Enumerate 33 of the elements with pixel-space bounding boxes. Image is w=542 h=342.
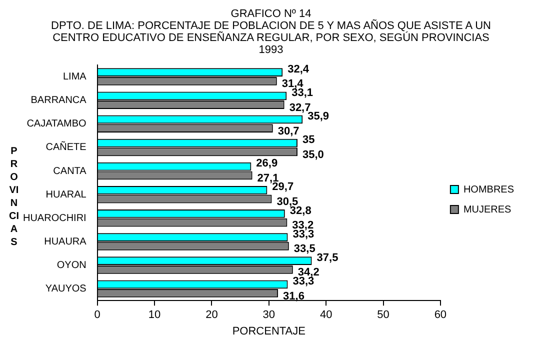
y-tick-label: HUARAL (46, 189, 87, 200)
data-label: 35,0 (302, 148, 324, 161)
y-axis-title: PROVINCIAS (8, 145, 20, 249)
data-label: 32,8 (290, 204, 312, 217)
x-tick-label: 60 (434, 309, 447, 322)
y-tick-label: BARRANCA (30, 95, 87, 106)
y-tick-label: OYON (56, 260, 86, 272)
x-tick-label: 50 (377, 309, 390, 322)
data-label: 26,9 (256, 158, 278, 170)
data-label: 30,7 (278, 125, 300, 138)
x-tick-label: 10 (148, 309, 161, 322)
y-tick-label: LIMA (62, 72, 87, 83)
x-tick-label: 40 (320, 309, 332, 322)
x-axis-title: PORCENTAJE (232, 325, 306, 338)
chart-subtitle: DPTO. DE LIMA: PORCENTAJE DE POBLACION DE 5 Y MAS AÑOS QUE ASISTE A UN CENTRO EDUCATIVO DE ENSEÑANZA REGULAR, POR SEXO, SEGÚN PROVINCIAS 1993 (50, 20, 492, 56)
y-tick-label: CAÑETE (46, 141, 87, 154)
y-tick-label: HUAROCHIRI (22, 212, 86, 224)
data-label: 32,4 (288, 63, 310, 76)
data-label: 35 (302, 134, 315, 146)
y-tick-label: CAJATAMBO (26, 118, 87, 130)
legend-label: HOMBRES (463, 184, 514, 196)
x-tick-label: 20 (206, 309, 218, 322)
x-tick-label: 30 (262, 309, 276, 322)
data-label: 33,5 (294, 243, 316, 256)
y-tick-label: HUAURA (44, 236, 87, 248)
data-label: 31,6 (283, 290, 304, 302)
y-tick-label: CANTA (53, 166, 87, 177)
chart-title: GRAFICO Nº 14 (230, 8, 312, 20)
legend-label: MUJERES (463, 204, 512, 216)
data-label: 37,5 (316, 252, 338, 264)
x-tick-label: 0 (94, 309, 100, 322)
data-label: 33,3 (292, 275, 314, 288)
y-tick-label: YAUYOS (45, 284, 87, 295)
